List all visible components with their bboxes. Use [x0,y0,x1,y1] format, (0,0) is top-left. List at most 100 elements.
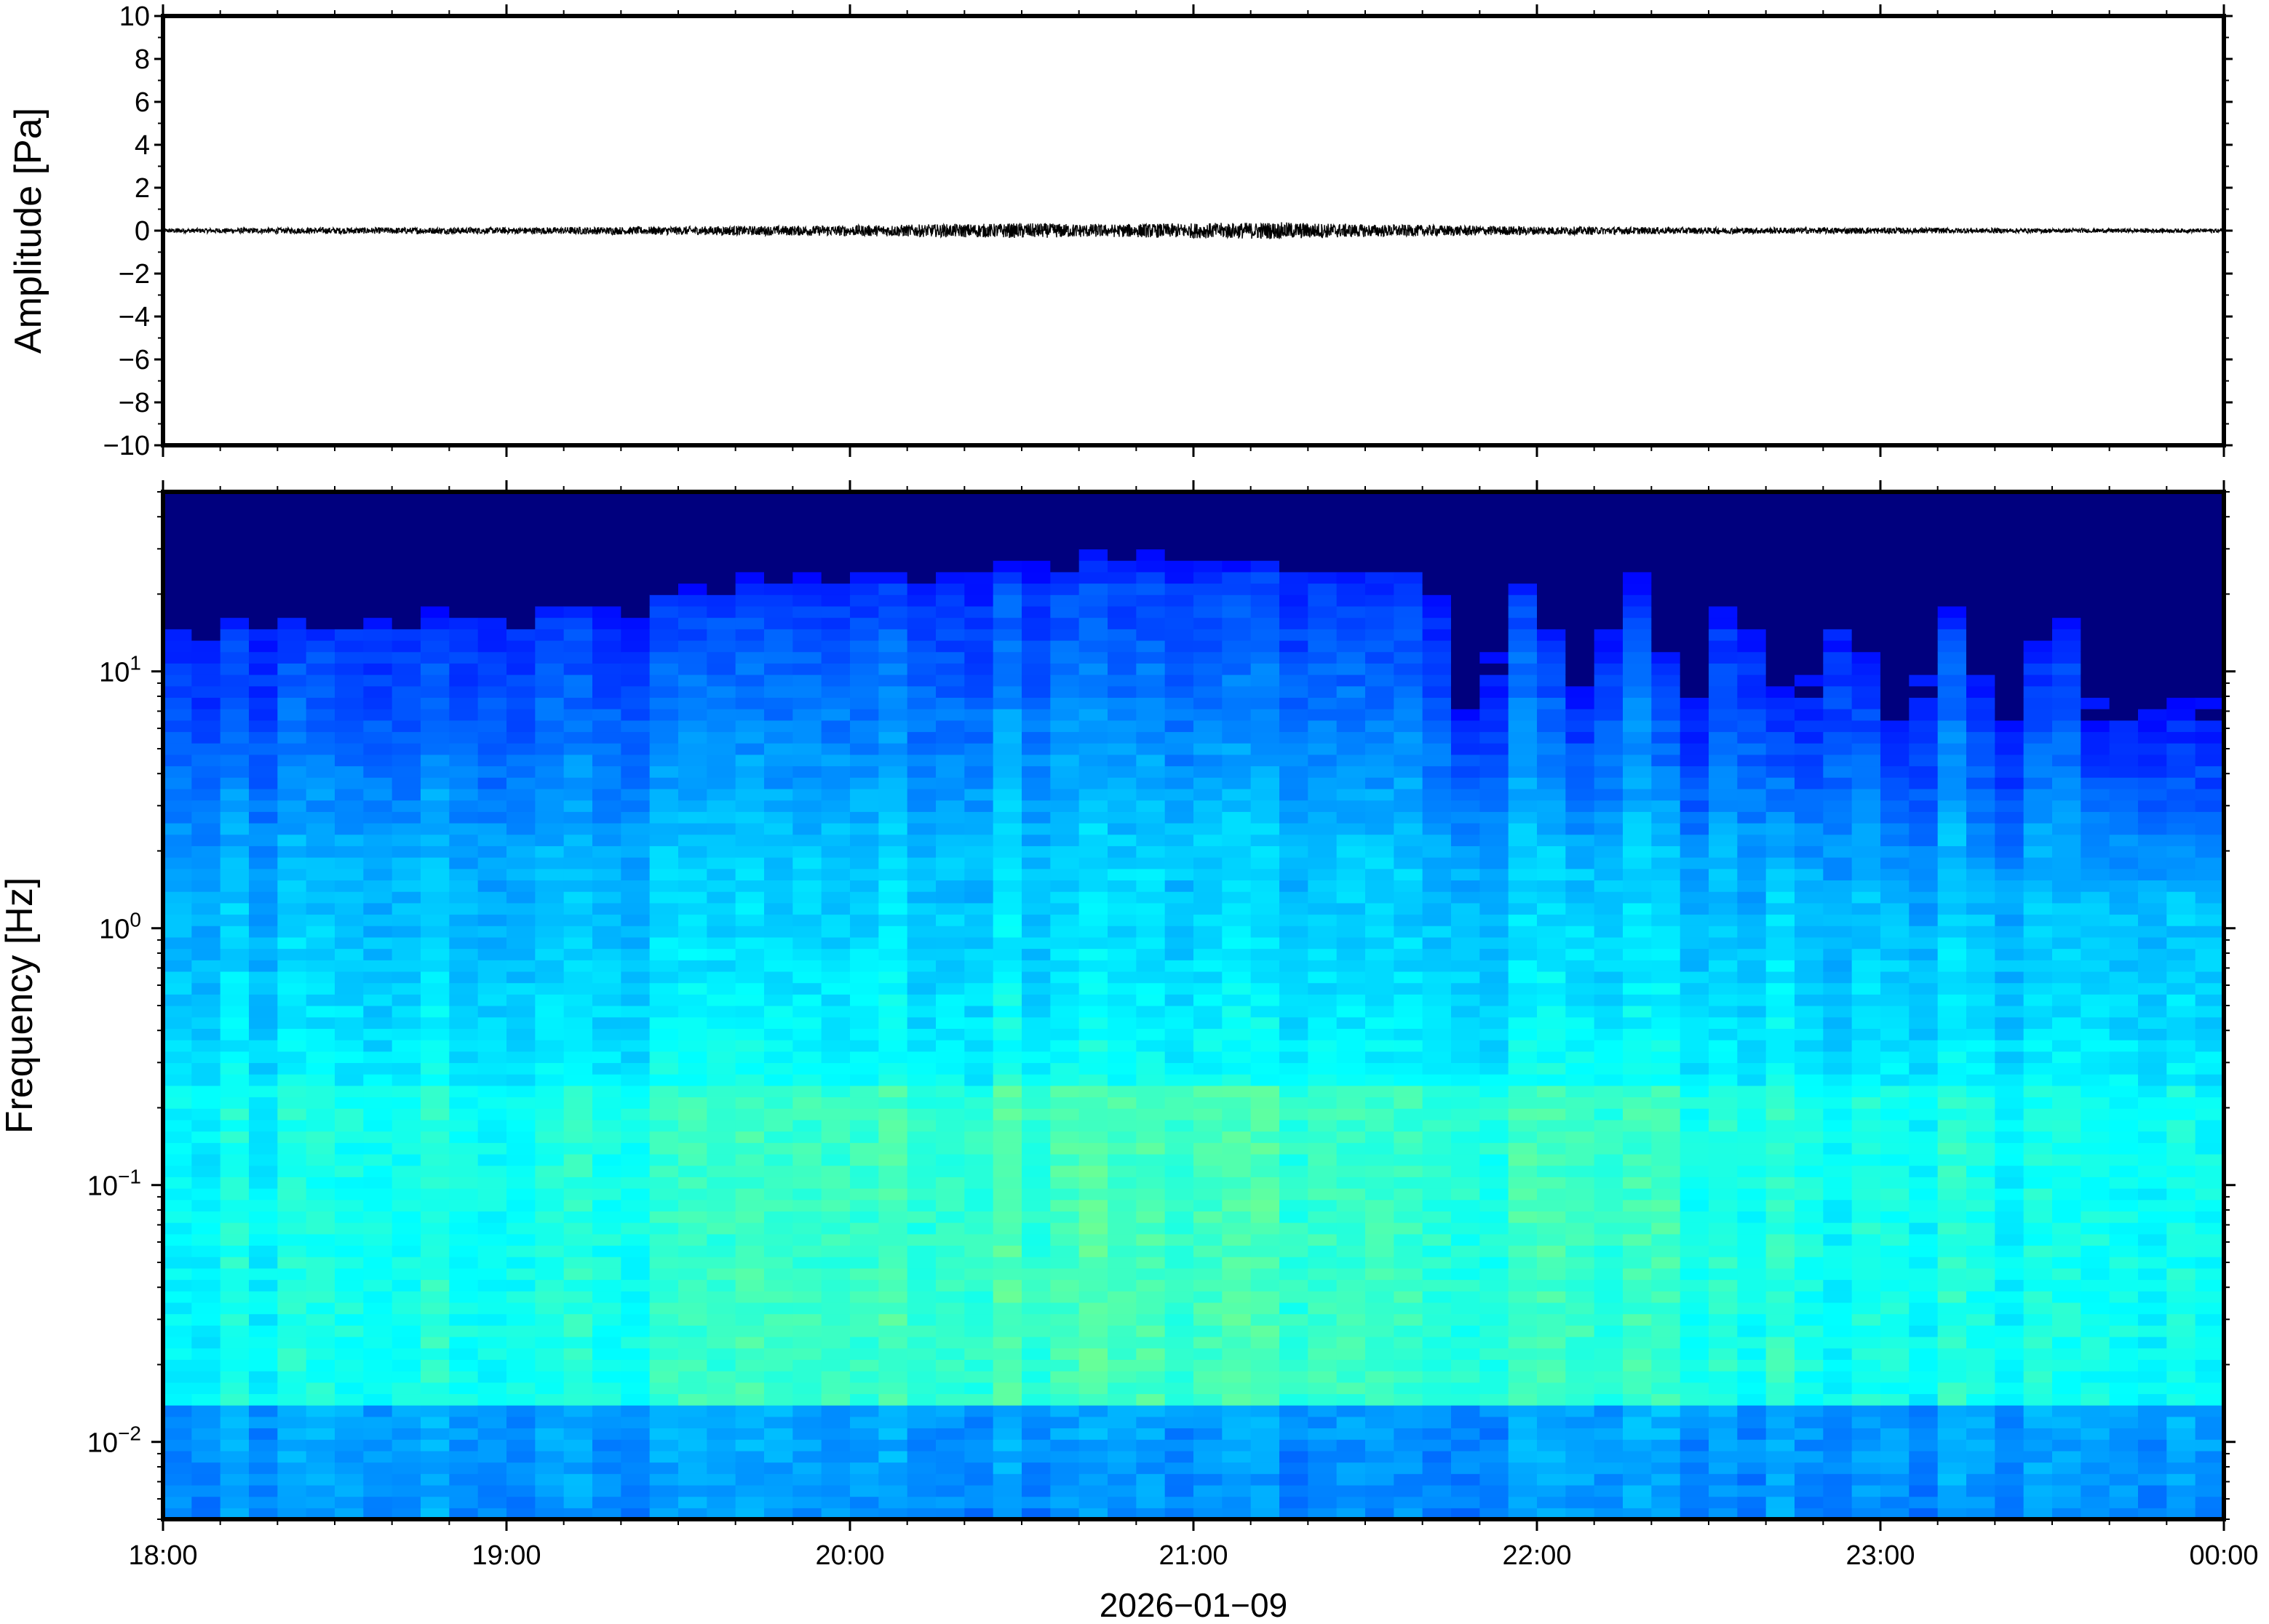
spectrogram-cell [449,1142,479,1155]
spectrogram-cell [563,1096,593,1109]
spectrogram-cell [191,914,221,926]
spectrogram-cell [249,891,278,904]
spectrogram-cell [1365,857,1394,869]
spectrogram-cell [621,1291,651,1303]
spectrogram-cell [163,811,192,824]
spectrogram-cell [964,1119,994,1132]
spectrogram-cell [335,1165,364,1177]
spectrogram-cell [1623,1508,1652,1519]
spectrogram-cell [964,1153,994,1166]
spectrogram-cell [506,902,536,915]
spectrogram-cell [1222,685,1252,698]
spectrogram-cell [1279,1199,1308,1211]
spectrogram-cell [735,1484,765,1497]
spectrogram-cell [306,936,335,950]
spectrogram-cell [621,1062,651,1075]
spectrogram-cell [1594,777,1624,789]
spectrogram-cell [1279,868,1308,881]
spectrogram-cell [1365,1165,1394,1177]
spectrogram-cell [1680,1416,1709,1429]
spectrogram-cell [592,994,621,1006]
spectrogram-cell [1680,1165,1709,1177]
spectrogram-cell [563,731,593,744]
spectrogram-cell [506,788,536,801]
spectrogram-cell [1108,571,1137,584]
spectrogram-cell [1136,800,1166,812]
spectrogram-cell [792,1188,822,1201]
spectrogram-cell [1250,1428,1280,1440]
spectrogram-cell [1422,1313,1452,1326]
spectrogram-cell [878,537,908,550]
spectrogram-cell [1336,994,1366,1006]
spectrogram-cell [277,754,307,767]
spectrogram-cell [335,720,364,733]
spectrogram-cell [993,1108,1022,1121]
spectrogram-cell [707,594,736,607]
spectrogram-cell [764,1336,793,1349]
spectrogram-cell [1680,549,1709,561]
spectrogram-cell [964,1336,994,1349]
spectrogram-cell [1279,926,1308,938]
spectrogram-cell [936,1257,965,1269]
spectrogram-cell [1451,560,1480,573]
spectrogram-cell [1422,982,1452,995]
spectrogram-cell [707,891,736,904]
spectrogram-cell [649,1096,679,1109]
spectrogram-cell [1222,617,1252,629]
spectrogram-cell [592,1257,621,1269]
spectrogram-cell [563,868,593,881]
spectrogram-cell [363,1177,393,1189]
spectrogram-cell [764,1016,793,1029]
spectrogram-cell [735,1267,765,1281]
spectrogram-cell [993,1131,1022,1143]
spectrogram-cell [1365,1291,1394,1303]
spectrogram-cell [506,1336,536,1349]
spectrogram-cell [1680,617,1709,629]
spectrogram-cell [764,982,793,995]
spectrogram-cell [220,1371,250,1383]
spectrogram-cell [421,1348,450,1360]
spectrogram-cell [421,1393,450,1406]
spectrogram-cell [363,845,393,858]
spectrogram-cell [220,1450,250,1463]
spectrogram-cell [1108,1382,1137,1395]
spectrogram-cell [1336,629,1366,641]
spectrogram-cell [163,1336,192,1349]
spectrogram-cell [1623,1267,1652,1281]
spectrogram-cell [1508,1473,1538,1486]
spectrogram-cell [592,1416,621,1429]
spectrogram-cell [1193,834,1223,846]
spectrogram-cell [1623,1188,1652,1201]
spectrogram-cell [191,800,221,812]
spectrogram-cell [535,1108,565,1121]
spectrogram-cell [191,1199,221,1211]
spectrogram-cell [535,800,565,812]
spectrogram-cell [850,822,879,835]
spectrogram-cell [163,880,192,892]
spectrogram-cell [563,960,593,972]
spectrogram-cell [363,1028,393,1040]
spectrogram-cell [392,822,421,835]
spectrogram-cell [964,1233,994,1246]
spectrogram-cell [335,1450,364,1463]
spectrogram-cell [1250,1211,1280,1223]
spectrogram-cell [1108,1336,1137,1349]
spectrogram-cell [1451,868,1480,881]
spectrogram-cell [621,1279,651,1291]
spectrogram-cell [907,902,937,915]
spectrogram-cell [1680,1211,1709,1223]
spectrogram-cell [1623,788,1652,801]
spectrogram-cell [1050,1302,1080,1315]
spectrogram-cell [1623,880,1652,892]
spectrogram-cell [1308,526,1338,538]
spectrogram-cell [477,1142,507,1155]
spectrogram-cell [1193,685,1223,698]
spectrogram-cell [335,960,364,972]
spectrogram-cell [1022,1222,1051,1235]
spectrogram-cell [821,1040,851,1052]
spectrogram-cell [678,685,707,698]
spectrogram-cell [392,594,421,607]
spectrogram-cell [1078,1279,1108,1291]
spectrogram-cell [1050,560,1080,573]
